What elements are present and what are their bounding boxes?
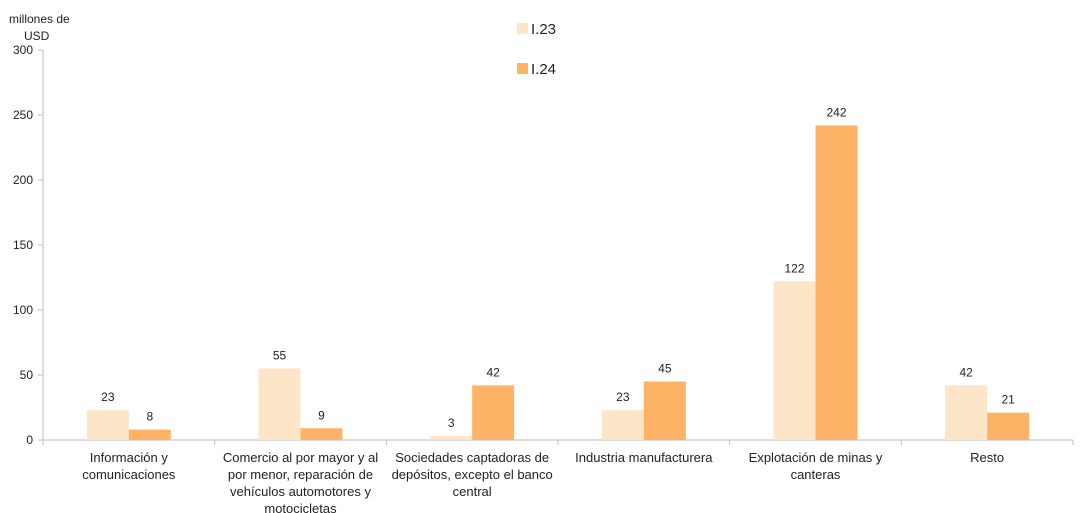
- y-axis-title-line: USD: [24, 29, 50, 43]
- data-label: 122: [784, 261, 804, 275]
- category-label: Información y: [90, 450, 169, 465]
- data-label: 21: [1001, 393, 1015, 407]
- bar-I.23: [601, 410, 644, 440]
- y-tick-label: 200: [13, 173, 33, 187]
- legend-label: I.24: [531, 61, 556, 78]
- category-label: Resto: [970, 450, 1004, 465]
- category-label: por menor, reparación de: [228, 467, 373, 482]
- y-axis-title: millones de USD: [9, 12, 70, 43]
- y-tick-label: 100: [13, 303, 33, 317]
- legend-swatch: [517, 23, 528, 34]
- legend: I.23 I.24: [517, 21, 556, 78]
- bar-I.24: [472, 385, 515, 440]
- category-label: depósitos, excepto el banco: [392, 467, 553, 482]
- bar-I.24: [815, 125, 858, 441]
- y-tick-label: 250: [13, 108, 33, 122]
- category-label: canteras: [791, 467, 841, 482]
- y-axis-title-line: millones de: [9, 12, 70, 26]
- bar-I.24: [643, 381, 686, 440]
- category-label: Comercio al por mayor y al: [223, 450, 378, 465]
- legend-swatch: [517, 63, 528, 74]
- data-label: 42: [486, 365, 500, 379]
- category-label: vehículos automotores y: [230, 484, 371, 499]
- bar-I.23: [945, 385, 988, 440]
- data-label: 9: [318, 408, 325, 422]
- axes: 0 50 100 150 200 250 300: [13, 43, 1074, 447]
- data-label: 42: [959, 365, 973, 379]
- bar-I.24: [300, 428, 343, 440]
- category-label: Explotación de minas y: [749, 450, 883, 465]
- bar-I.23: [430, 436, 473, 440]
- category-labels: Información y comunicaciones Comercio al p…: [82, 450, 1004, 513]
- y-tick-label: 150: [13, 238, 33, 252]
- data-label: 23: [616, 390, 630, 404]
- category-label: Sociedades captadoras de: [395, 450, 549, 465]
- category-label: motocicletas: [264, 501, 337, 513]
- category-label: central: [453, 484, 492, 499]
- legend-label: I.23: [531, 21, 556, 38]
- data-label: 8: [146, 410, 153, 424]
- data-label: 55: [273, 349, 287, 363]
- bar-I.23: [86, 410, 129, 440]
- category-label: comunicaciones: [82, 467, 176, 482]
- bars: [86, 125, 1030, 441]
- data-label: 23: [101, 390, 115, 404]
- category-label: Industria manufacturera: [575, 450, 713, 465]
- y-tick-label: 0: [26, 433, 33, 447]
- bar-I.23: [258, 368, 301, 440]
- bar-I.24: [128, 429, 171, 440]
- data-label: 3: [448, 416, 455, 430]
- data-label: 45: [658, 362, 672, 376]
- y-tick-label: 300: [13, 43, 33, 57]
- data-label: 242: [826, 105, 846, 119]
- bar-I.24: [987, 412, 1030, 440]
- bar-I.23: [773, 281, 816, 440]
- data-labels: 23 8 55 9 3 42 23 45 122 242 42 21: [101, 105, 1015, 430]
- y-tick-label: 50: [20, 368, 34, 382]
